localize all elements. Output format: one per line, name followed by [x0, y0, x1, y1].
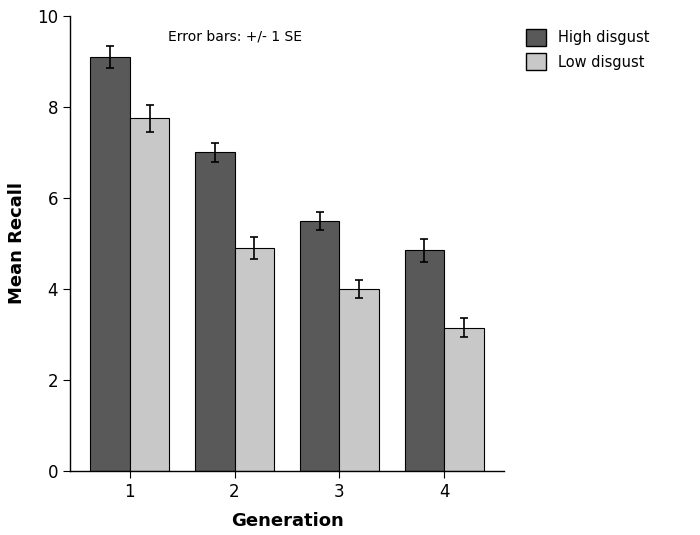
Bar	[405, 250, 444, 471]
Bar	[90, 57, 130, 471]
Bar	[234, 248, 274, 471]
Bar	[130, 118, 169, 471]
Bar	[340, 289, 379, 471]
Bar	[300, 221, 339, 471]
X-axis label: Generation: Generation	[230, 511, 344, 530]
Text: Error bars: +/- 1 SE: Error bars: +/- 1 SE	[168, 30, 302, 44]
Legend: High disgust, Low disgust: High disgust, Low disgust	[520, 24, 655, 76]
Y-axis label: Mean Recall: Mean Recall	[8, 182, 26, 304]
Bar	[444, 327, 484, 471]
Bar	[195, 152, 235, 471]
